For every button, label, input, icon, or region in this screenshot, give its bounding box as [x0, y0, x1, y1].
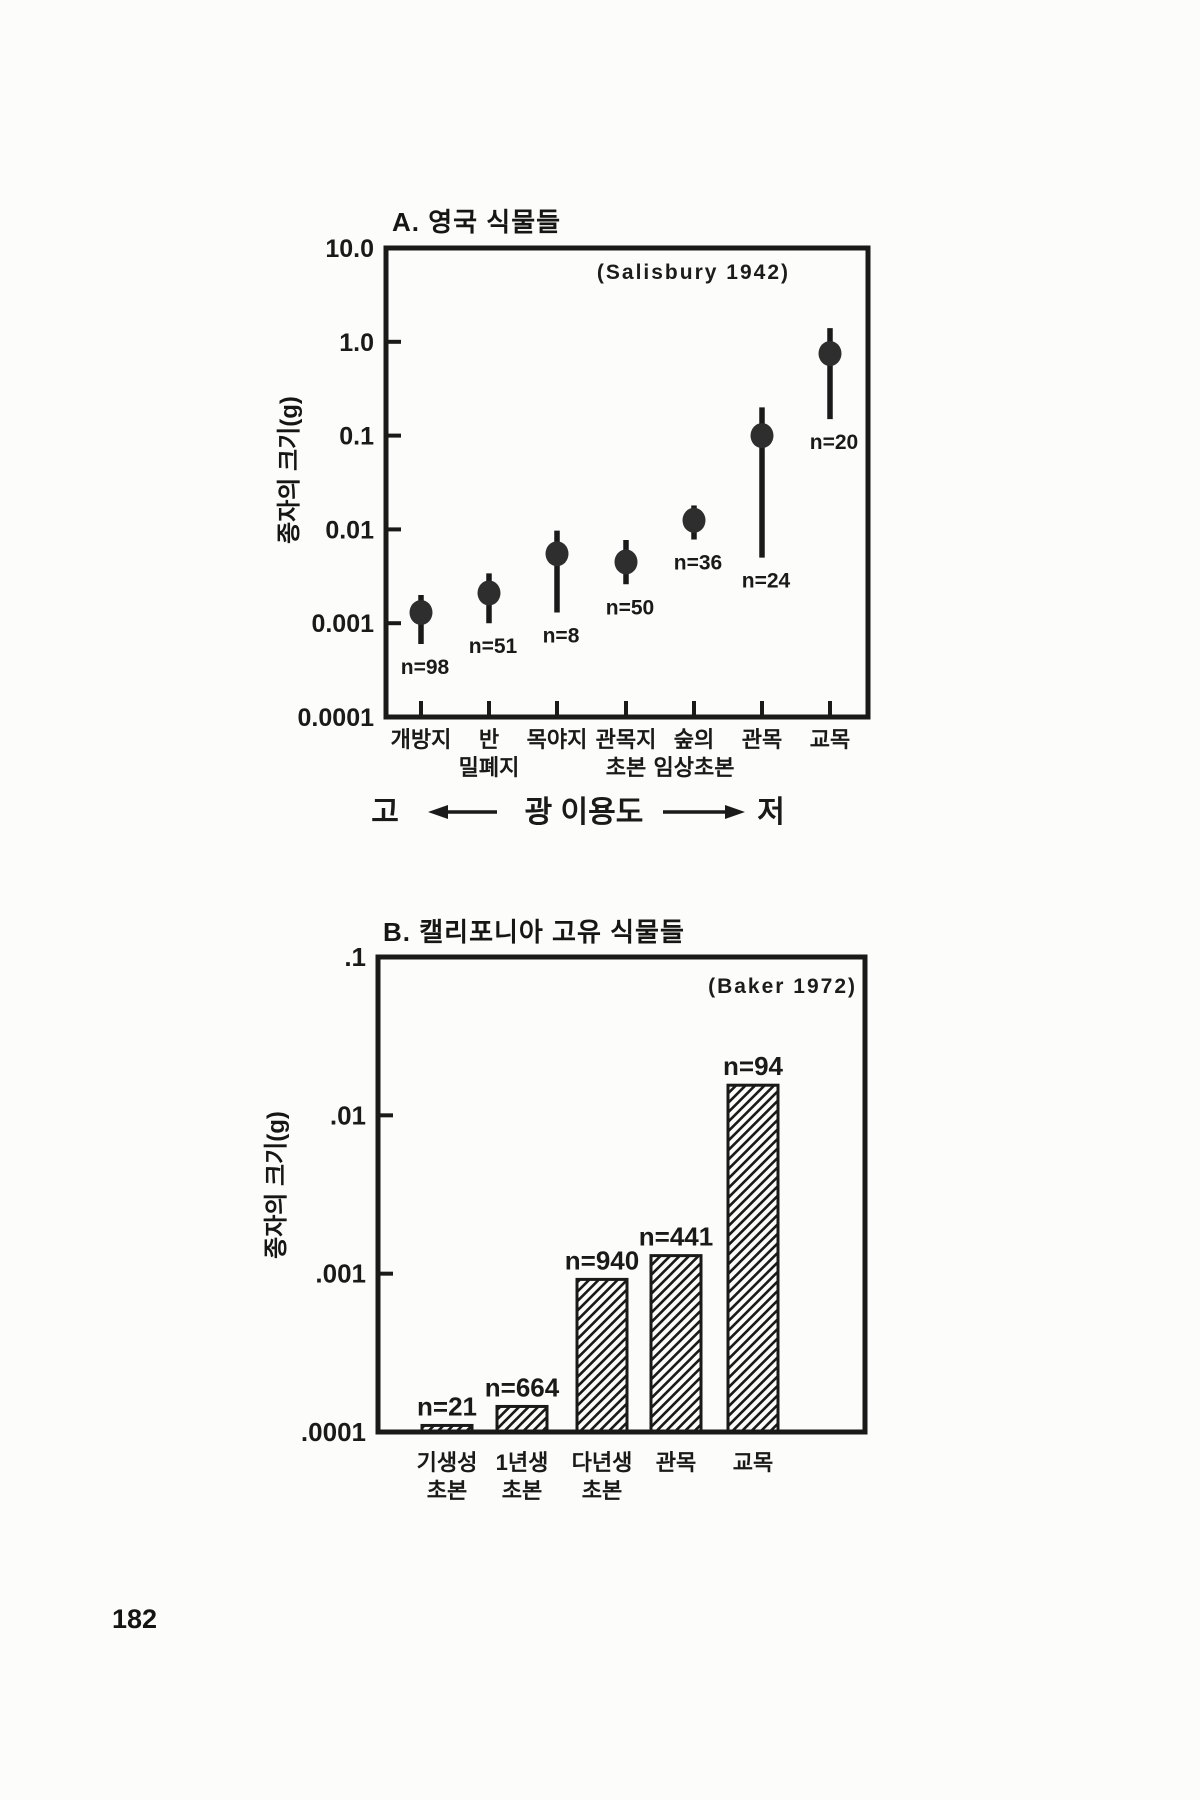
light-axis-label: 광 이용도: [525, 796, 644, 829]
chart-a: A. 영국 식물들 (Salisbury 1942) 종자의 크기(g) 10.…: [150, 180, 1050, 880]
x-category-label: 초본: [606, 755, 646, 780]
bar: [649, 1254, 703, 1434]
n-label: n=24: [742, 570, 791, 593]
chart-b-source: (Baker 1972): [708, 975, 857, 998]
n-label: n=8: [543, 625, 580, 648]
data-point: [682, 507, 706, 533]
x-category-label: 관목: [656, 1450, 696, 1475]
bar: [726, 1083, 780, 1434]
x-category-label: 숲의: [674, 727, 714, 752]
x-category-label: 1년생: [496, 1450, 549, 1475]
chart-a-title: A. 영국 식물들: [392, 207, 562, 237]
y-tick-label: 0.001: [311, 610, 374, 638]
page-number: 182: [112, 1604, 158, 1634]
x-category-label: 초본: [582, 1478, 622, 1503]
data-point: [750, 423, 774, 449]
arrow-right-head-icon: [725, 805, 745, 819]
n-label: n=98: [401, 656, 450, 679]
data-point: [614, 549, 638, 575]
n-label: n=51: [469, 635, 518, 658]
y-tick-label: .0001: [301, 1417, 366, 1447]
n-label: n=21: [417, 1391, 477, 1421]
y-tick-label: 10.0: [325, 235, 374, 263]
n-label: n=664: [485, 1372, 560, 1402]
light-high-label: 고: [371, 796, 399, 829]
y-tick-label: 0.01: [325, 516, 374, 544]
data-point: [545, 541, 569, 567]
data-point: [409, 600, 433, 626]
x-category-label: 반: [479, 727, 499, 752]
x-category-label: 기생성: [417, 1450, 478, 1475]
data-point: [477, 580, 501, 606]
light-low-label: 저: [757, 796, 785, 829]
x-category-label: 관목: [742, 727, 782, 752]
x-category-label: 밀폐지: [459, 755, 520, 780]
y-tick-label: 1.0: [339, 329, 374, 357]
n-label: n=20: [810, 431, 858, 454]
bar: [420, 1423, 474, 1434]
x-category-label: 초본: [502, 1478, 542, 1503]
x-category-label: 개방지: [391, 727, 452, 752]
bar: [495, 1404, 549, 1434]
x-category-label: 초본: [427, 1478, 467, 1503]
y-tick-label: .1: [344, 942, 366, 972]
n-label: n=50: [606, 596, 654, 619]
bar: [575, 1277, 629, 1434]
y-tick-label: 0.1: [339, 423, 374, 451]
y-tick-label: 0.0001: [298, 704, 375, 732]
y-tick-label: .001: [315, 1259, 366, 1289]
n-label: n=940: [565, 1245, 639, 1275]
x-category-label: 목야지: [527, 727, 588, 752]
chart-b: B. 캘리포니아 고유 식물들 (Baker 1972) 종자의 크기(g) .…: [150, 900, 1050, 1540]
x-category-label: 임상초본: [654, 755, 735, 780]
x-category-label: 관목지: [596, 727, 657, 752]
data-point: [818, 341, 842, 367]
arrow-left-head-icon: [428, 805, 448, 819]
x-category-label: 다년생: [572, 1450, 633, 1475]
n-label: n=36: [674, 552, 722, 575]
y-tick-label: .01: [330, 1100, 366, 1130]
chart-a-source: (Salisbury 1942): [596, 261, 790, 284]
plot-frame: [383, 245, 871, 720]
chart-b-title: B. 캘리포니아 고유 식물들: [383, 917, 685, 947]
x-category-label: 교목: [810, 727, 850, 752]
n-label: n=94: [723, 1051, 784, 1081]
x-category-label: 교목: [733, 1450, 773, 1475]
n-label: n=441: [639, 1222, 713, 1252]
